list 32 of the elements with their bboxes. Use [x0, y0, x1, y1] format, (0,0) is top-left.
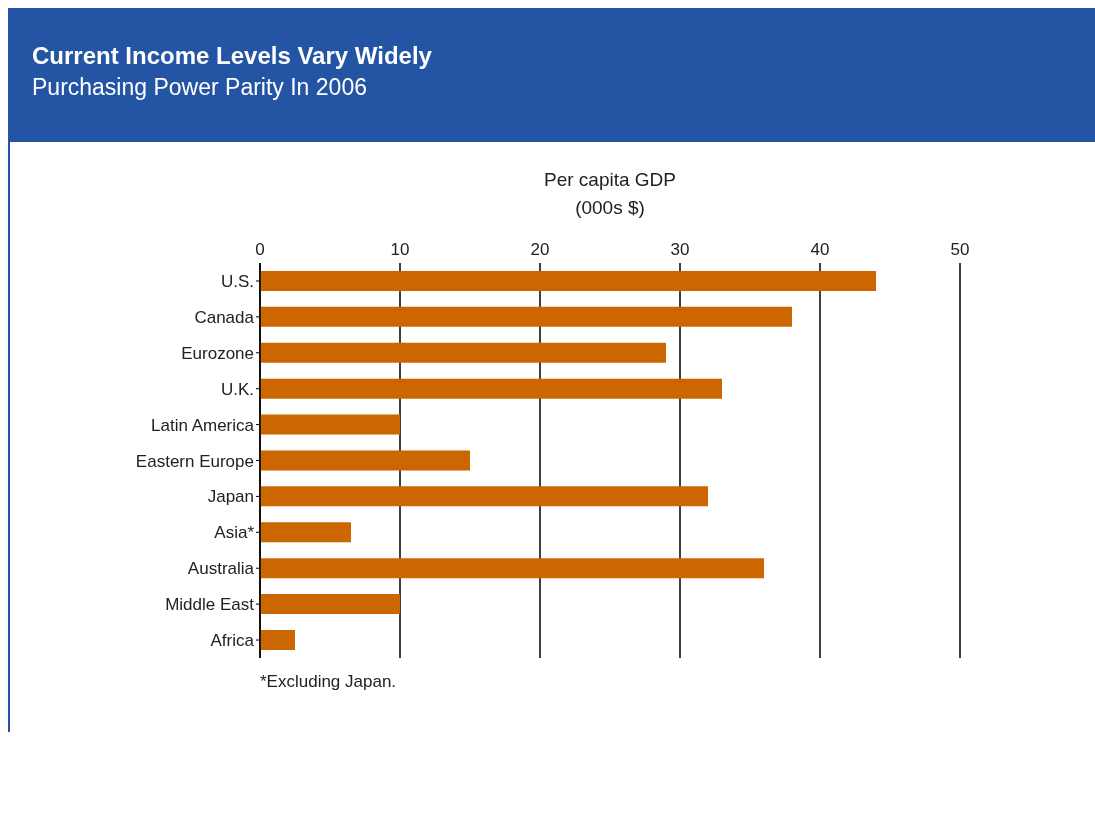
- x-tick-label: 30: [670, 240, 690, 259]
- y-tick-label: U.K.: [220, 379, 254, 399]
- bar: [260, 522, 351, 543]
- bar: [260, 486, 708, 507]
- y-tick-label: U.S.: [220, 271, 254, 291]
- bar: [260, 629, 295, 650]
- y-tick-label: Africa: [210, 631, 255, 651]
- y-tick-label: Middle East: [165, 595, 255, 615]
- chart-title: Current Income Levels Vary Widely: [32, 42, 433, 70]
- bar: [260, 378, 722, 399]
- y-tick-label: Eurozone: [181, 343, 254, 363]
- bar: [260, 342, 666, 363]
- bar: [260, 558, 764, 579]
- text: *Excluding Japan.: [260, 672, 398, 693]
- bar: [260, 594, 400, 615]
- bar: [260, 270, 876, 291]
- x-tick-label: 0: [255, 240, 265, 259]
- x-tick-label: 40: [810, 240, 830, 259]
- y-tick-label: Japan: [207, 487, 254, 507]
- y-tick-label: Latin America: [151, 415, 255, 435]
- y-tick-label: Eastern Europe: [135, 451, 254, 471]
- chart-subtitle: Purchasing Power Parity In 2006: [32, 74, 368, 101]
- bar: [260, 306, 792, 327]
- x-tick-label: 20: [530, 240, 550, 259]
- x-tick-label: 10: [390, 240, 410, 259]
- y-tick-label: Australia: [187, 559, 255, 579]
- x-axis-title: Per capita GDP (000s $): [543, 168, 677, 220]
- bar: [260, 414, 400, 435]
- y-tick-label: Canada: [194, 307, 255, 327]
- x-tick-label: 50: [950, 240, 970, 259]
- bar: [260, 450, 470, 471]
- y-tick-label: Asia*: [214, 523, 255, 543]
